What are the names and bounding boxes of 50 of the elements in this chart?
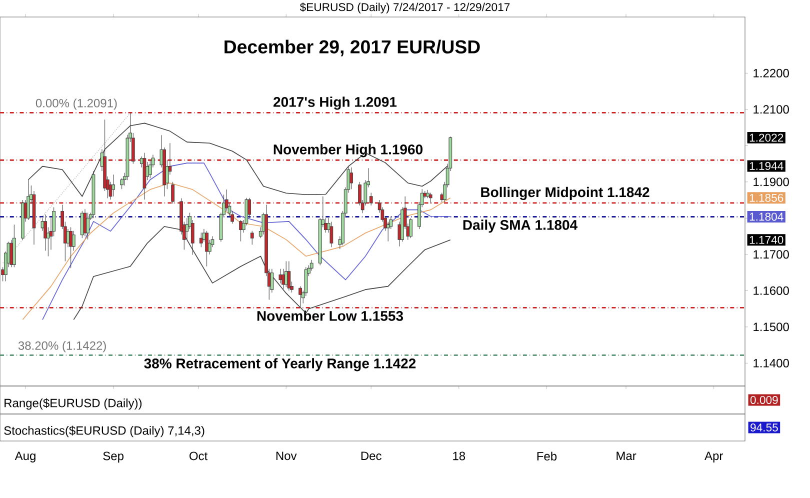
text: December 29, 2017 EUR/USD bbox=[224, 40, 480, 56]
y-tick-label: 1.2100 bbox=[754, 105, 789, 114]
x-tick-label: Nov bbox=[276, 452, 297, 460]
x-tick-label: Aug bbox=[14, 452, 36, 462]
y-tick-label: 1.1500 bbox=[754, 322, 789, 332]
candlestick bbox=[239, 220, 242, 242]
y-tick-label: 1.1900 bbox=[754, 178, 789, 186]
annotation: 1.1804 bbox=[750, 212, 784, 221]
x-tick-label: Mar bbox=[616, 452, 636, 460]
candlestick bbox=[330, 222, 334, 248]
candlestick bbox=[205, 230, 208, 267]
annotation: 1.2022 bbox=[750, 134, 784, 142]
candlestick bbox=[72, 230, 76, 252]
line-series bbox=[42, 162, 451, 320]
ref-line-label: Bollinger Midpoint 1.1842 bbox=[481, 186, 650, 200]
y-tick-label: 1.2200 bbox=[754, 68, 789, 78]
ref-line-label: November Low 1.1553 bbox=[257, 310, 404, 321]
x-tick-label: Dec bbox=[361, 452, 382, 460]
text: Stochastics($EURUSD (Daily) 7,14,3) bbox=[4, 426, 204, 438]
candlestick bbox=[282, 268, 285, 290]
candlestick bbox=[112, 174, 115, 197]
y-tick-label: 1.1700 bbox=[754, 250, 789, 259]
ref-line-label: Daily SMA 1.1804 bbox=[463, 220, 578, 233]
ref-line-label: November High 1.1960 bbox=[274, 144, 422, 158]
candlestick bbox=[409, 218, 412, 238]
annotation: 1.1740 bbox=[750, 236, 784, 244]
candlestick bbox=[250, 230, 254, 245]
x-tick-label: Apr bbox=[704, 452, 723, 462]
candlestick bbox=[83, 208, 87, 237]
annotation: 1.1856 bbox=[750, 194, 784, 202]
x-tick-label: Oct bbox=[190, 452, 208, 460]
x-tick-label: 18 bbox=[453, 452, 466, 460]
candlestick bbox=[10, 240, 14, 268]
ref-line-label: 38% Retracement of Yearly Range 1.1422 bbox=[144, 358, 416, 372]
y-tick-label: 1.1600 bbox=[754, 286, 789, 295]
annotation: 1.1944 bbox=[750, 162, 784, 170]
x-tick-label: Feb bbox=[537, 452, 557, 461]
text: 0.009 bbox=[750, 396, 778, 404]
candlestick bbox=[69, 226, 73, 268]
candlestick bbox=[199, 232, 203, 248]
x-tick-label: Sep bbox=[103, 452, 124, 463]
annotation: 38.20% (1.1422) bbox=[18, 341, 106, 352]
y-tick-label: 1.1400 bbox=[754, 358, 789, 368]
candlestick bbox=[287, 261, 291, 291]
ref-line-label: 2017's High 1.2091 bbox=[274, 96, 397, 110]
text: 94.55 bbox=[750, 423, 778, 432]
annotation: 0.00% (1.2091) bbox=[36, 98, 117, 110]
text: Range($EURUSD (Daily)) bbox=[4, 398, 142, 410]
chart-subtitle: $EURUSD (Daily) 7/24/2017 - 12/29/2017 bbox=[300, 2, 510, 14]
candlestick bbox=[350, 167, 353, 190]
